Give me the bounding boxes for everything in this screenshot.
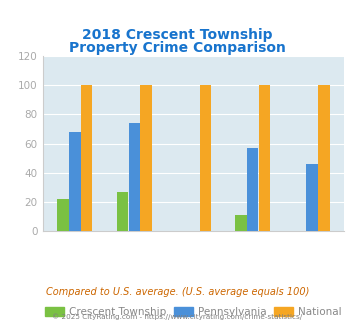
Bar	[117, 192, 128, 231]
Bar	[141, 85, 152, 231]
Bar	[247, 148, 258, 231]
Bar	[200, 85, 211, 231]
Bar	[69, 132, 81, 231]
Text: 2018 Crescent Township: 2018 Crescent Township	[82, 28, 273, 42]
Text: Compared to U.S. average. (U.S. average equals 100): Compared to U.S. average. (U.S. average …	[46, 287, 309, 297]
Bar	[318, 85, 329, 231]
Bar	[235, 215, 246, 231]
Legend: Crescent Township, Pennsylvania, National: Crescent Township, Pennsylvania, Nationa…	[41, 303, 346, 321]
Bar	[259, 85, 270, 231]
Bar	[129, 123, 140, 231]
Text: Property Crime Comparison: Property Crime Comparison	[69, 41, 286, 55]
Text: © 2025 CityRating.com - https://www.cityrating.com/crime-statistics/: © 2025 CityRating.com - https://www.city…	[53, 314, 302, 320]
Bar	[81, 85, 92, 231]
Bar	[58, 199, 69, 231]
Bar	[306, 164, 318, 231]
